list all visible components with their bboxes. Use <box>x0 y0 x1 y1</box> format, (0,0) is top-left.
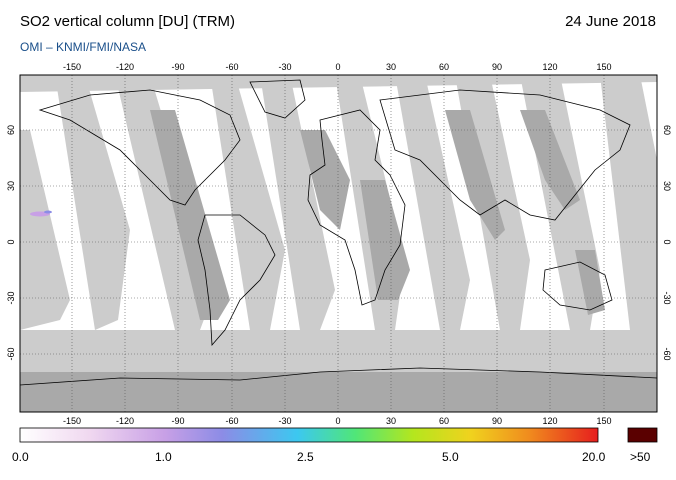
lon-tick-bottom: -120 <box>116 416 134 426</box>
europe-africa-outline <box>307 109 406 306</box>
lat-tick-left: 60 <box>6 125 16 135</box>
lat-tick-left: -30 <box>6 291 16 304</box>
lat-tick-right: -30 <box>662 291 672 304</box>
lat-tick-right: 60 <box>662 125 672 135</box>
lon-tick-top: 60 <box>439 62 449 72</box>
lon-tick-top: 0 <box>335 62 340 72</box>
lon-tick-top: 120 <box>542 62 557 72</box>
colorbar-label: 5.0 <box>442 450 459 464</box>
antarctica-outline <box>20 367 657 386</box>
lon-tick-bottom: 30 <box>386 416 396 426</box>
lat-tick-left: 0 <box>6 239 16 244</box>
south-america-outline <box>197 214 276 347</box>
lon-tick-top: -150 <box>63 62 81 72</box>
map-frame <box>19 74 658 413</box>
graticule <box>20 75 657 412</box>
colorbar-overflow-swatch <box>627 427 658 443</box>
colorbar-label: 20.0 <box>582 450 606 464</box>
lon-tick-bottom: 90 <box>492 416 502 426</box>
map-date: 24 June 2018 <box>565 13 656 30</box>
lat-tick-right: 30 <box>662 181 672 191</box>
greenland-outline <box>249 79 306 119</box>
lon-tick-top: -30 <box>278 62 291 72</box>
lon-ticks-bottom: -150 -120 -90 -60 -30 0 30 60 90 120 150 <box>63 416 612 426</box>
colorbar-gradient <box>19 427 599 443</box>
map-title: SO2 vertical column [DU] (TRM) <box>20 13 236 30</box>
lon-tick-bottom: -60 <box>225 416 238 426</box>
lon-tick-bottom: -90 <box>171 416 184 426</box>
so2-signal <box>30 210 52 217</box>
lon-tick-bottom: 150 <box>596 416 611 426</box>
australia-outline <box>542 261 613 311</box>
lon-tick-bottom: -30 <box>278 416 291 426</box>
colorbar-label: 1.0 <box>155 450 172 464</box>
data-credit: OMI – KNMI/FMI/NASA <box>20 40 147 54</box>
lon-ticks-top: -150 -120 -90 -60 -30 0 30 60 90 120 150 <box>63 62 612 72</box>
lat-ticks-right: 60 30 0 -30 -60 <box>662 125 672 361</box>
lon-tick-top: 150 <box>596 62 611 72</box>
lat-tick-right: -60 <box>662 347 672 360</box>
lat-tick-left: 30 <box>6 181 16 191</box>
asia-outline <box>379 89 631 221</box>
lon-tick-top: -60 <box>225 62 238 72</box>
lon-tick-top: -120 <box>116 62 134 72</box>
lat-ticks-left: 60 30 0 -30 -60 <box>6 125 16 361</box>
lon-tick-top: 90 <box>492 62 502 72</box>
coastlines <box>20 79 657 386</box>
lat-tick-right: 0 <box>662 239 672 244</box>
land-swath-shade <box>20 110 657 412</box>
lon-tick-top: 30 <box>386 62 396 72</box>
lat-tick-left: -60 <box>6 347 16 360</box>
colorbar-overflow-label: >50 <box>630 450 651 464</box>
north-america-outline <box>38 89 241 206</box>
lon-tick-bottom: -150 <box>63 416 81 426</box>
colorbar-label: 2.5 <box>297 450 314 464</box>
lon-tick-bottom: 0 <box>335 416 340 426</box>
lon-tick-bottom: 60 <box>439 416 449 426</box>
lon-tick-bottom: 120 <box>542 416 557 426</box>
colorbar-label: 0.0 <box>12 450 29 464</box>
lon-tick-top: -90 <box>171 62 184 72</box>
